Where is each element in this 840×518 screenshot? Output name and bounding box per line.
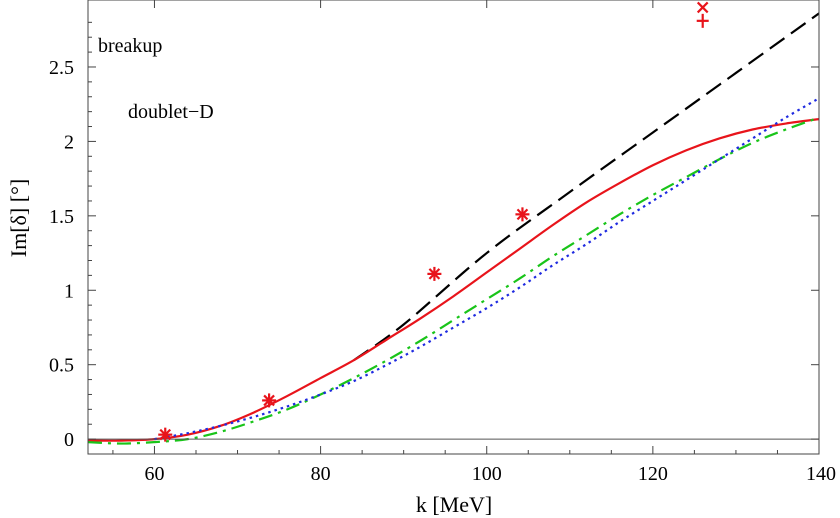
x-axis-label: k [MeV] (416, 492, 492, 517)
y-tick-label: 2 (64, 131, 74, 153)
y-tick-label: 0.5 (49, 355, 74, 377)
x-tick-label: 140 (806, 463, 836, 485)
y-tick-label: 1 (64, 280, 74, 302)
y-axis-label: Im[δ] [°] (6, 179, 31, 257)
x-tick-label: 80 (311, 463, 331, 485)
asterisk-marker (158, 427, 173, 442)
y-tick-label: 0 (64, 429, 74, 451)
cross-marker (696, 1, 709, 14)
asterisk-marker (427, 266, 442, 281)
x-tick-label: 100 (472, 463, 502, 485)
y-tick-label: 2.5 (49, 57, 74, 79)
series-line-dashed (353, 12, 819, 362)
plot-area (88, 12, 819, 445)
plus-marker (696, 13, 709, 28)
x-tick-label: 120 (638, 463, 668, 485)
x-tick-label: 60 (144, 463, 164, 485)
plot-frame (87, 0, 820, 455)
asterisk-marker (262, 393, 277, 408)
annotation-doublet-d: doublet−D (128, 101, 214, 123)
axis-ticks: 60 80 100 120 140 0 0.5 1 1.5 2 2.5 (49, 0, 836, 485)
y-tick-label: 1.5 (49, 206, 74, 228)
series-line-solid (88, 117, 819, 442)
series-line-dotted (154, 97, 819, 441)
asterisk-marker (515, 207, 530, 222)
series-line-dashdot (88, 116, 819, 445)
annotation-breakup: breakup (98, 35, 162, 57)
